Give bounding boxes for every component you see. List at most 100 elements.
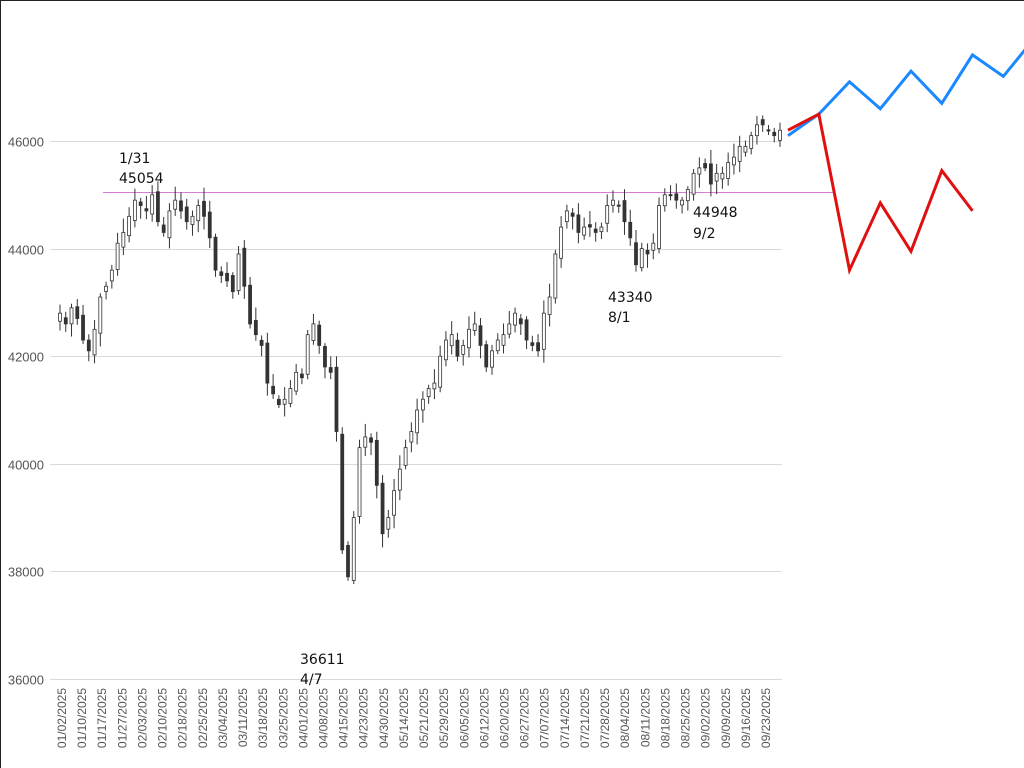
candle-body (743, 145, 748, 153)
candle-body (708, 163, 713, 185)
candle-body (732, 156, 736, 166)
candle-body (570, 212, 575, 217)
candle (467, 316, 471, 358)
candle (703, 158, 708, 172)
candle (196, 199, 201, 233)
candle (536, 334, 540, 357)
candle (219, 266, 224, 283)
candle-body (196, 205, 201, 222)
x-tick-label: 02/25/2025 (196, 688, 210, 748)
candle-body (386, 517, 391, 530)
candle (461, 339, 466, 366)
candle (300, 368, 304, 385)
candle (109, 264, 114, 289)
candle (755, 115, 759, 145)
candle-body (490, 350, 494, 368)
candle-body (582, 226, 587, 236)
candle (570, 208, 575, 230)
candle-body (749, 135, 754, 149)
candle (282, 387, 287, 417)
annotations: 1/31 45054 36611 4/7 43340 8/1 44948 9/2 (119, 151, 738, 688)
candle-body (323, 346, 327, 368)
x-tick-label: 01/17/2025 (95, 688, 109, 748)
candle-body (236, 253, 241, 292)
projection-lines (787, 48, 1024, 275)
candle-body (202, 200, 206, 217)
candle-body (81, 314, 85, 341)
candle-body (86, 339, 91, 352)
candle-body (438, 355, 443, 388)
candle-body (668, 194, 673, 197)
candle (334, 356, 339, 442)
candle-body (403, 447, 408, 466)
x-tick-label: 09/09/2025 (719, 688, 733, 748)
candle-body (363, 436, 368, 448)
candle-body (109, 269, 114, 282)
candle-body (380, 482, 385, 535)
candle (150, 185, 155, 222)
candle-body (219, 271, 224, 276)
x-tick-label: 06/27/2025 (518, 688, 532, 748)
candle (363, 423, 368, 457)
candle (726, 152, 731, 186)
candle-body (213, 236, 218, 271)
candle-body (524, 319, 529, 341)
candle (346, 541, 350, 581)
candle-body (507, 323, 512, 335)
candle-body (75, 306, 80, 319)
candle (340, 427, 345, 554)
candle-body (495, 339, 500, 352)
candle-body (651, 242, 656, 251)
candle (276, 395, 281, 409)
annotation-value: 45054 (119, 171, 164, 187)
candle-body (98, 296, 103, 334)
candle (288, 379, 293, 408)
candle-body (444, 339, 448, 361)
candle (213, 233, 218, 277)
x-tick-label: 05/14/2025 (397, 688, 411, 748)
projection-line-blue (787, 48, 1024, 137)
candle (478, 318, 483, 359)
candle-body (685, 189, 690, 202)
candle-body (173, 199, 178, 210)
candle (501, 323, 506, 354)
candle (184, 198, 189, 230)
x-tick-label: 08/25/2025 (679, 688, 693, 748)
candle (582, 217, 587, 240)
x-tick-label: 08/18/2025 (658, 688, 672, 748)
candle (75, 299, 80, 325)
candle (507, 311, 512, 339)
projection-line-red (787, 111, 974, 275)
candle (772, 127, 777, 143)
candle-body (513, 312, 517, 326)
candle-body (92, 328, 97, 356)
candle-body (467, 328, 471, 349)
candle (161, 216, 166, 237)
candle (553, 249, 558, 304)
x-tick-label: 07/28/2025 (598, 688, 612, 748)
candle (749, 131, 754, 155)
y-axis: 36000 38000 40000 42000 44000 46000 (8, 135, 44, 688)
candle (593, 222, 598, 242)
x-tick-label: 04/30/2025 (377, 688, 391, 748)
candle-body (104, 285, 108, 292)
candle-body (760, 119, 765, 126)
candle (743, 140, 748, 157)
candle-body (369, 437, 373, 443)
candle (271, 374, 276, 399)
candle (374, 431, 379, 499)
candle-body (611, 199, 615, 206)
candle (86, 334, 91, 362)
x-tick-label: 07/21/2025 (578, 688, 592, 748)
candle (173, 186, 178, 216)
candle (559, 216, 564, 268)
candle (668, 185, 673, 201)
x-tick-label: 05/29/2025 (437, 688, 451, 748)
candle-body (766, 129, 771, 132)
candle (92, 320, 97, 364)
candle-body (726, 162, 731, 179)
candle-body (138, 201, 143, 206)
candle-body (720, 172, 725, 180)
